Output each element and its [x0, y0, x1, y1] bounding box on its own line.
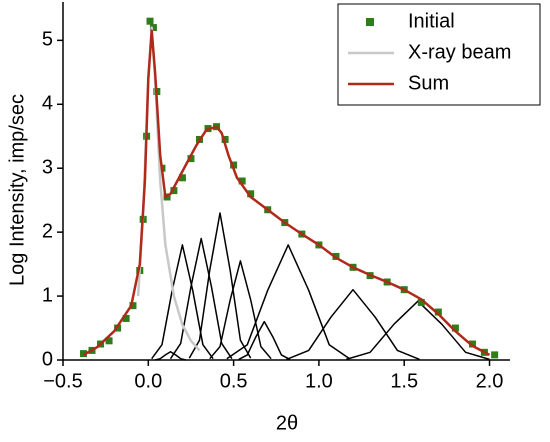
data-point — [187, 155, 195, 163]
x-tick-label: −0.5 — [43, 370, 82, 392]
data-point — [221, 135, 229, 143]
y-axis-label: Log Intensity, imp/sec — [6, 94, 28, 286]
y-tick-label: 5 — [42, 29, 53, 51]
series-line — [151, 244, 214, 360]
data-point — [105, 337, 113, 345]
x-tick-label: 0.5 — [220, 370, 248, 392]
series-line — [154, 350, 186, 361]
data-point — [238, 177, 246, 185]
series-line — [238, 320, 291, 361]
data-point — [178, 174, 186, 182]
y-tick-label: 2 — [42, 220, 53, 242]
series-line — [82, 29, 491, 357]
data-point — [247, 190, 255, 198]
x-tick-label: 1.0 — [305, 370, 333, 392]
legend-marker — [366, 18, 374, 26]
series-line — [169, 237, 233, 360]
data-point — [129, 302, 137, 310]
y-tick-label: 0 — [42, 348, 53, 370]
x-tick-label: 1.5 — [390, 370, 418, 392]
series-line — [209, 260, 272, 360]
series-line — [226, 244, 351, 360]
data-point — [122, 314, 130, 322]
data-point — [434, 308, 442, 316]
data-point — [491, 351, 499, 359]
data-point — [149, 24, 157, 32]
y-tick-label: 4 — [42, 93, 53, 115]
data-point — [230, 161, 238, 169]
data-point — [451, 324, 459, 332]
series-line — [345, 300, 490, 361]
x-tick-label: 0.0 — [134, 370, 162, 392]
x-axis-label: 2θ — [276, 412, 298, 434]
series-line — [286, 288, 420, 361]
legend-label: Initial — [408, 10, 455, 32]
y-tick-label: 1 — [42, 284, 53, 306]
data-point — [170, 187, 178, 195]
x-tick-label: 2.0 — [476, 370, 504, 392]
data-point — [146, 17, 154, 25]
legend-label: Sum — [408, 72, 449, 94]
data-point — [417, 298, 425, 306]
legend-label: X-ray beam — [408, 41, 511, 63]
y-tick-label: 3 — [42, 156, 53, 178]
series-line — [188, 212, 252, 359]
data-point — [468, 340, 476, 348]
